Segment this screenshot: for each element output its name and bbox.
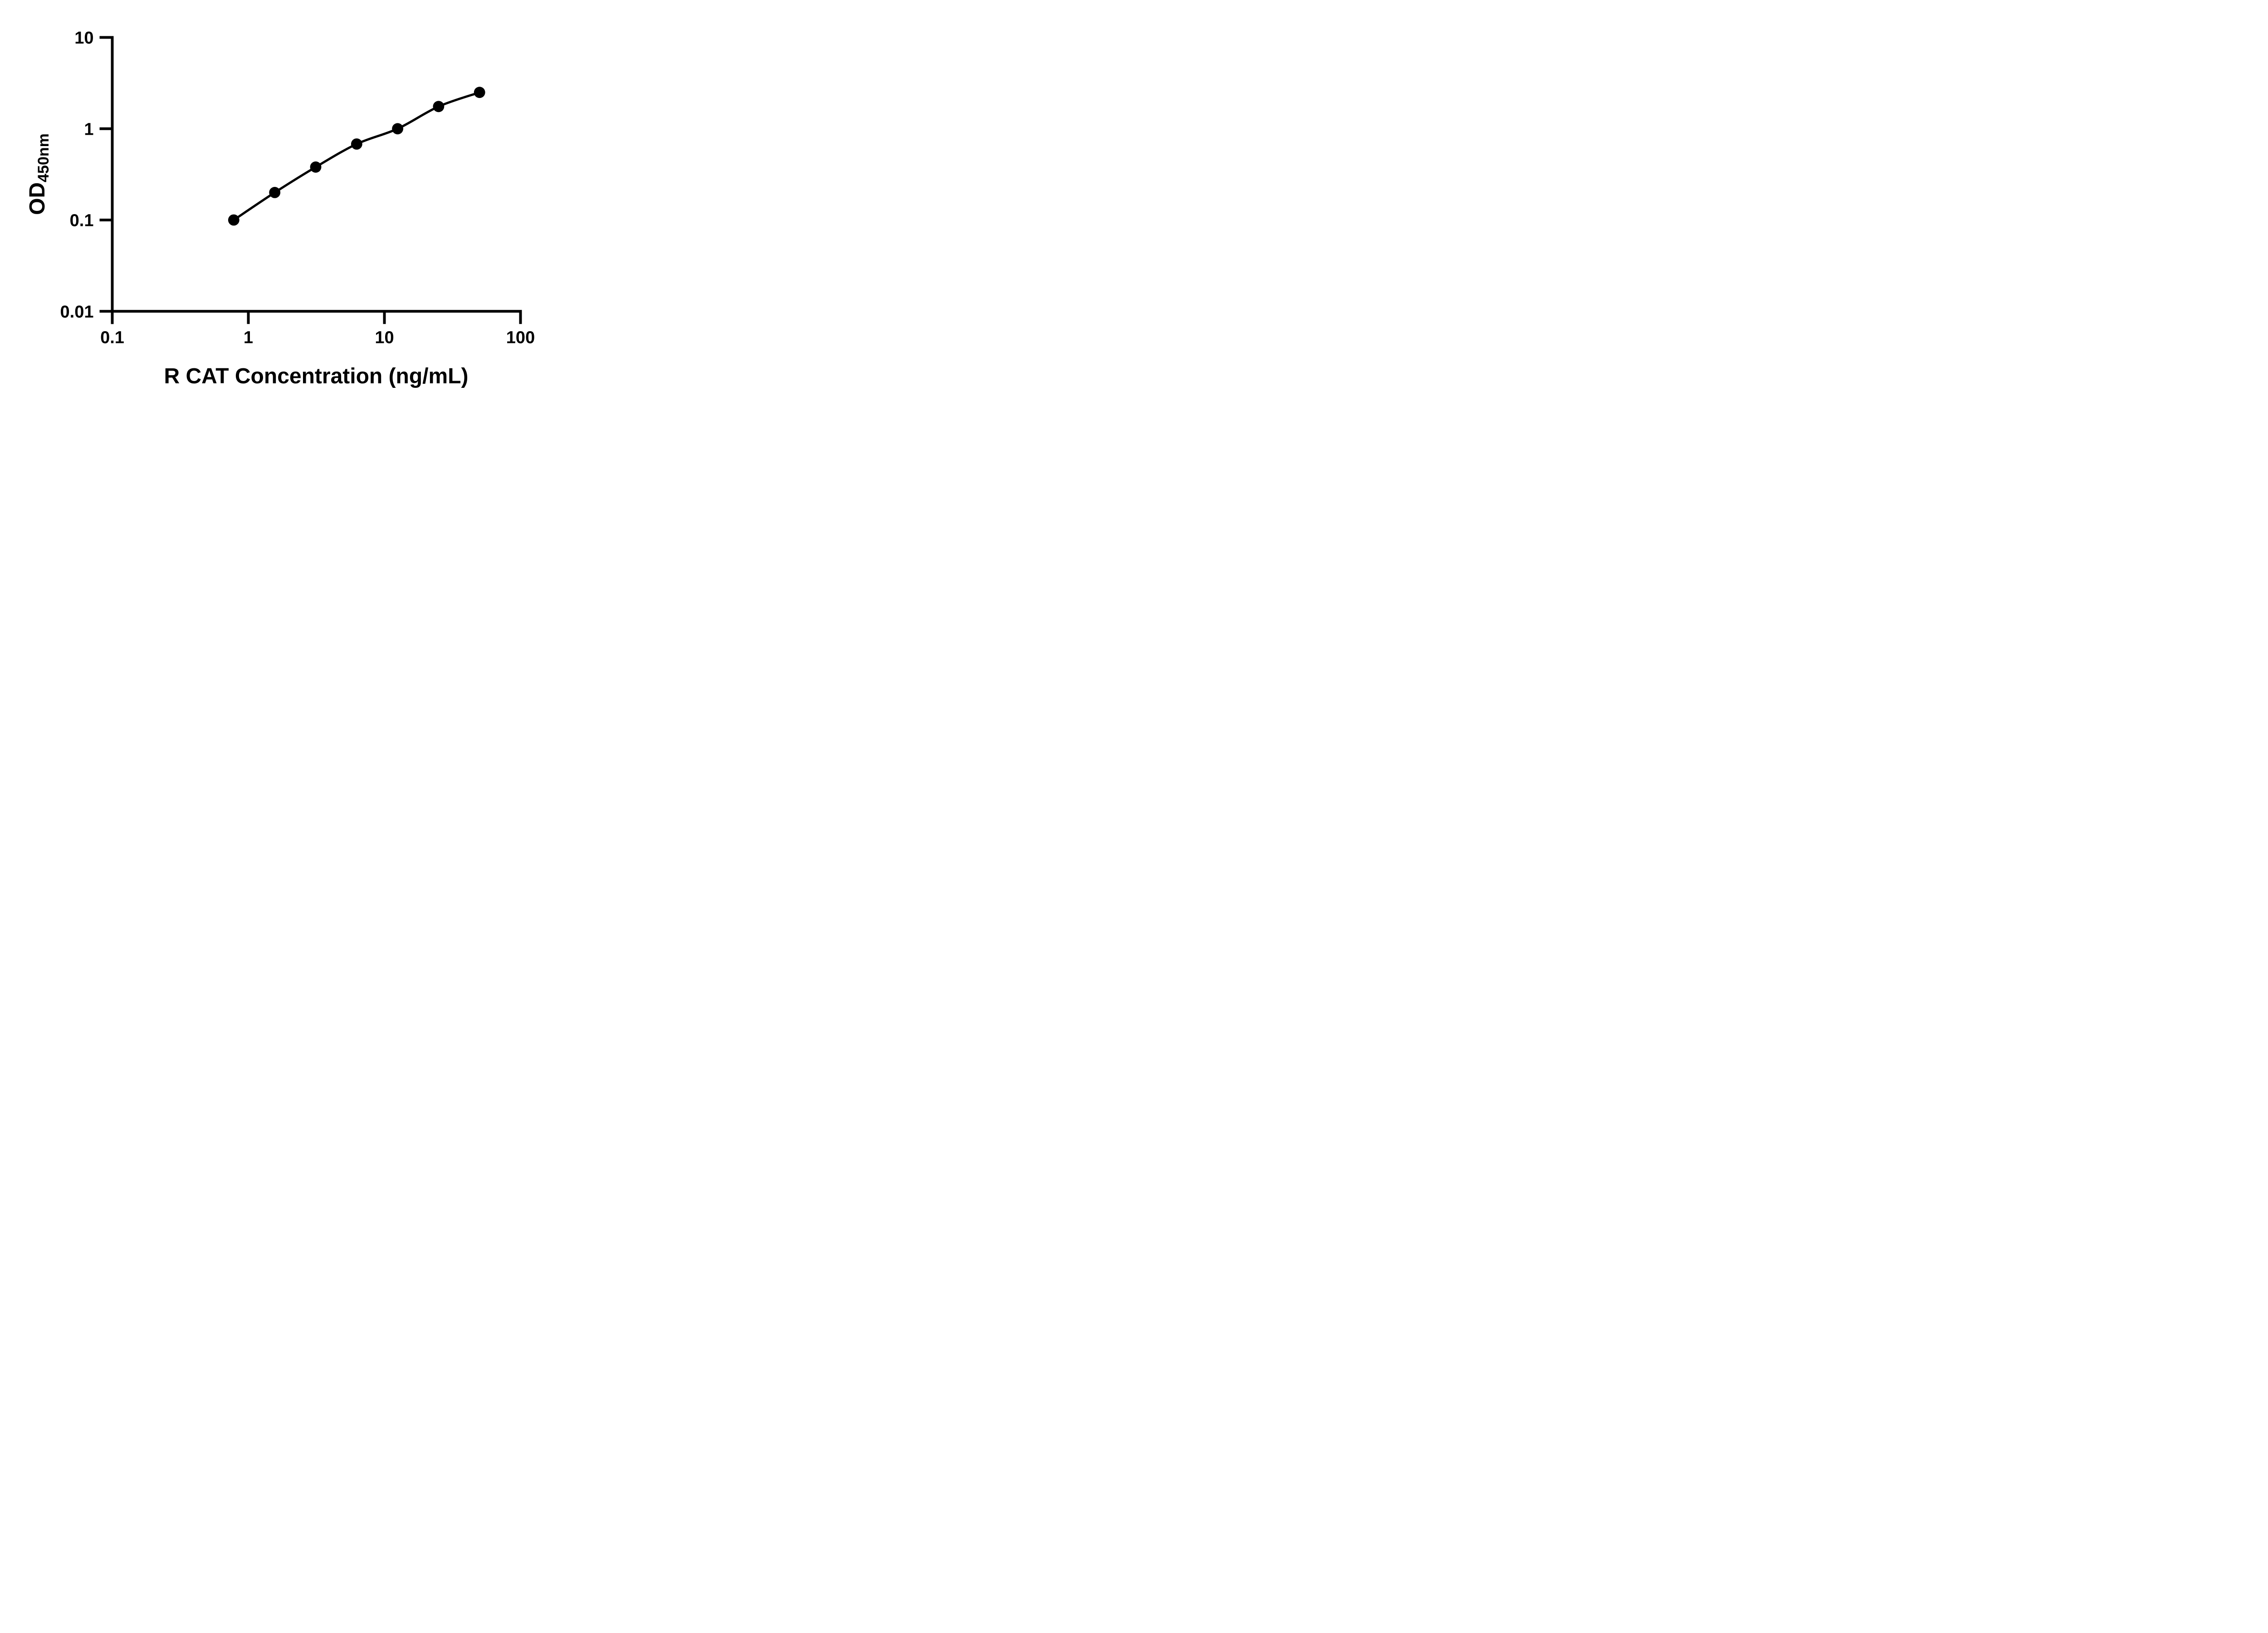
data-point-marker bbox=[310, 161, 322, 173]
x-tick-label: 0.1 bbox=[100, 328, 124, 347]
y-tick-label: 10 bbox=[74, 29, 93, 48]
tick-labels: 10 1 0.1 0.01 0.1 1 10 100 bbox=[60, 29, 535, 347]
x-tick-label: 100 bbox=[506, 328, 535, 347]
y-axis-title: OD450nm bbox=[25, 133, 52, 215]
plot-area bbox=[228, 87, 485, 226]
data-point-marker bbox=[474, 87, 485, 98]
data-point-marker bbox=[433, 101, 445, 112]
data-point-marker bbox=[351, 138, 362, 150]
data-point-marker bbox=[269, 187, 281, 198]
y-tick-label: 0.01 bbox=[60, 303, 94, 322]
x-axis-title: R CAT Concentration (ng/mL) bbox=[164, 364, 468, 388]
x-tick-label: 10 bbox=[375, 328, 394, 347]
y-tick-label: 0.1 bbox=[70, 211, 94, 230]
data-point-marker bbox=[228, 214, 240, 226]
y-axis-title-subscript: 450nm bbox=[35, 133, 52, 182]
chart-canvas: 10 1 0.1 0.01 0.1 1 10 100 R CAT Concentration … bbox=[25, 29, 535, 388]
axes bbox=[99, 36, 522, 324]
elisa-standard-curve-figure: 10 1 0.1 0.01 0.1 1 10 100 R CAT Concentration … bbox=[0, 0, 583, 408]
standard-curve-line bbox=[233, 91, 480, 221]
data-point-marker bbox=[392, 123, 403, 135]
x-tick-label: 1 bbox=[244, 328, 253, 347]
y-axis-title-main: OD bbox=[25, 182, 49, 215]
y-tick-label: 1 bbox=[84, 120, 93, 139]
